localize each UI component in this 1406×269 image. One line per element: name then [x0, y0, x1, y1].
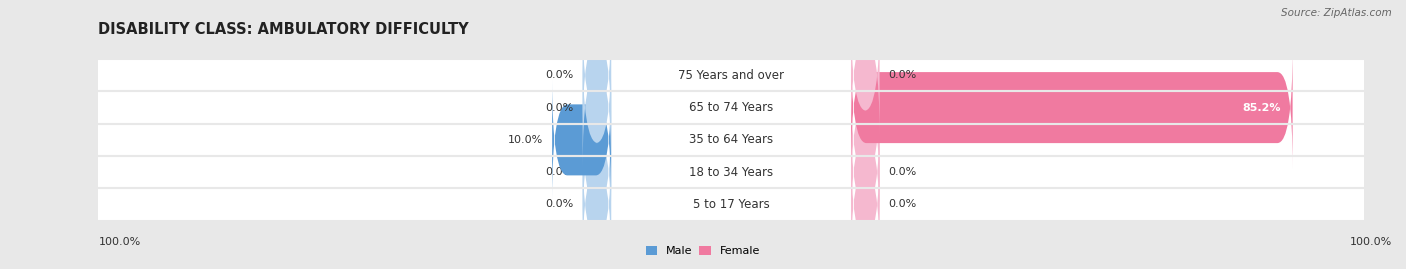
- Text: 75 Years and over: 75 Years and over: [678, 69, 785, 82]
- FancyBboxPatch shape: [851, 79, 880, 201]
- Text: 0.0%: 0.0%: [889, 199, 917, 210]
- Text: Source: ZipAtlas.com: Source: ZipAtlas.com: [1281, 8, 1392, 18]
- Text: 5 to 17 Years: 5 to 17 Years: [693, 198, 769, 211]
- FancyBboxPatch shape: [617, 188, 845, 221]
- Text: 0.0%: 0.0%: [889, 167, 917, 177]
- FancyBboxPatch shape: [851, 111, 880, 233]
- FancyBboxPatch shape: [582, 143, 612, 266]
- Text: 35 to 64 Years: 35 to 64 Years: [689, 133, 773, 146]
- FancyBboxPatch shape: [582, 46, 612, 169]
- FancyBboxPatch shape: [98, 124, 617, 156]
- FancyBboxPatch shape: [582, 14, 612, 137]
- FancyBboxPatch shape: [98, 188, 617, 221]
- Text: DISABILITY CLASS: AMBULATORY DIFFICULTY: DISABILITY CLASS: AMBULATORY DIFFICULTY: [98, 22, 470, 37]
- Text: 65 to 74 Years: 65 to 74 Years: [689, 101, 773, 114]
- FancyBboxPatch shape: [98, 59, 617, 91]
- FancyBboxPatch shape: [845, 59, 1364, 91]
- Text: 0.0%: 0.0%: [889, 70, 917, 80]
- FancyBboxPatch shape: [617, 124, 845, 156]
- FancyBboxPatch shape: [845, 124, 1364, 156]
- Text: 0.0%: 0.0%: [546, 167, 574, 177]
- FancyBboxPatch shape: [845, 188, 1364, 221]
- FancyBboxPatch shape: [851, 46, 1292, 169]
- Text: 0.0%: 0.0%: [546, 102, 574, 113]
- FancyBboxPatch shape: [851, 14, 880, 137]
- FancyBboxPatch shape: [617, 156, 845, 188]
- Text: 0.0%: 0.0%: [546, 199, 574, 210]
- FancyBboxPatch shape: [582, 111, 612, 233]
- FancyBboxPatch shape: [98, 156, 617, 188]
- Text: 100.0%: 100.0%: [98, 237, 141, 247]
- Text: 18 to 34 Years: 18 to 34 Years: [689, 166, 773, 179]
- FancyBboxPatch shape: [617, 59, 845, 91]
- FancyBboxPatch shape: [617, 91, 845, 124]
- FancyBboxPatch shape: [98, 91, 617, 124]
- FancyBboxPatch shape: [845, 156, 1364, 188]
- Text: 0.0%: 0.0%: [889, 135, 917, 145]
- FancyBboxPatch shape: [845, 91, 1364, 124]
- Text: 100.0%: 100.0%: [1350, 237, 1392, 247]
- Text: 0.0%: 0.0%: [546, 70, 574, 80]
- Text: 10.0%: 10.0%: [508, 135, 544, 145]
- Text: 85.2%: 85.2%: [1243, 102, 1281, 113]
- Legend: Male, Female: Male, Female: [641, 241, 765, 261]
- FancyBboxPatch shape: [553, 79, 612, 201]
- FancyBboxPatch shape: [851, 143, 880, 266]
